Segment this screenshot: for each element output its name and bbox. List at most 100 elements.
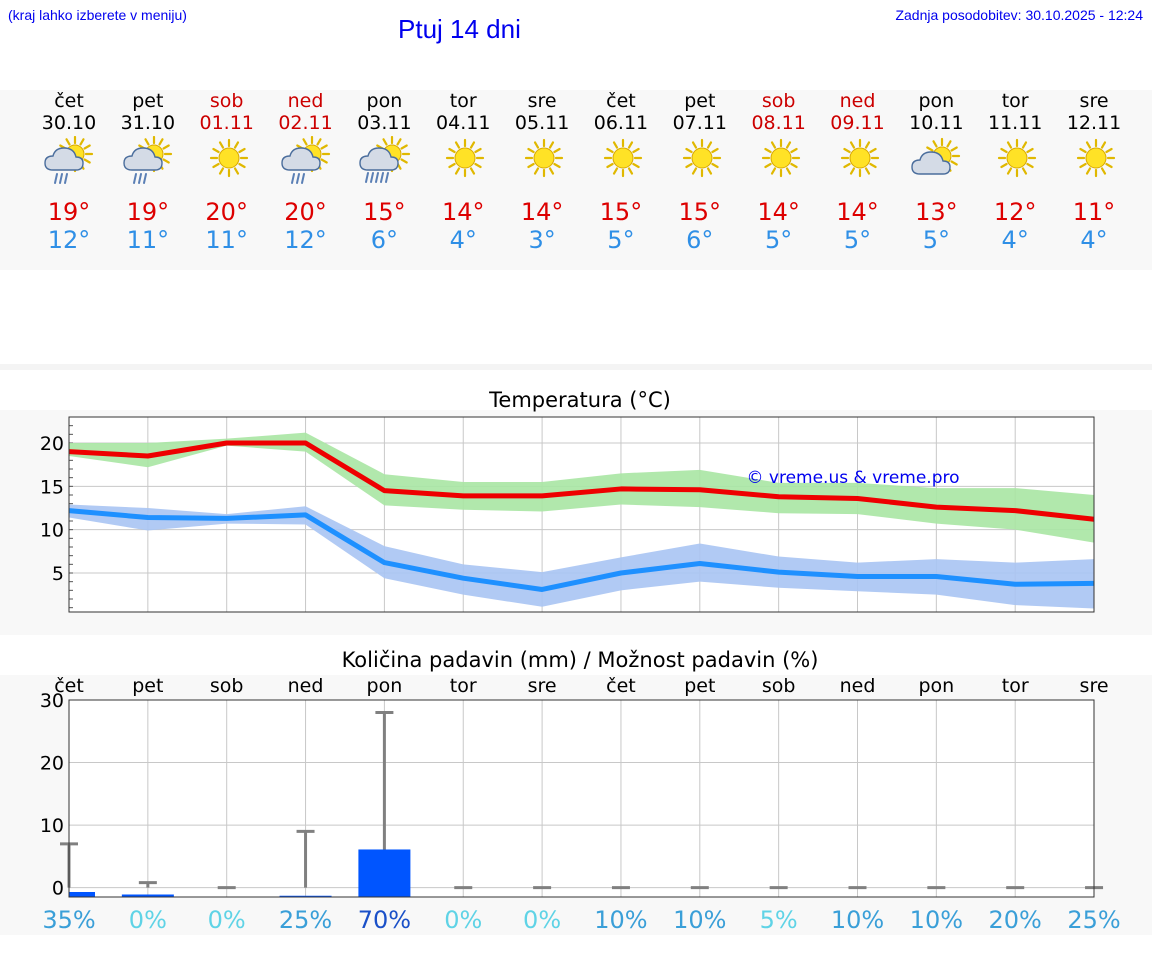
sun-icon: [761, 138, 800, 178]
day-date: 30.10: [41, 112, 97, 134]
precip-day-label: sre: [1080, 675, 1109, 697]
sun-icon: [524, 138, 564, 178]
min-temp: 6°: [370, 226, 399, 254]
y-tick-label: 10: [40, 520, 64, 542]
min-temp: 11°: [205, 226, 248, 254]
day-date: 12.11: [1066, 112, 1122, 134]
plot-frame: [68, 699, 1095, 898]
sun-icon: [603, 138, 643, 178]
min-temp: 5°: [607, 226, 635, 254]
day-date: 06.11: [593, 112, 649, 134]
day-name: sre: [527, 90, 557, 112]
max-temp: 13°: [915, 198, 958, 226]
min-temp-band: [69, 504, 1095, 609]
day-date: 01.11: [199, 112, 254, 134]
precip-day-label: pon: [918, 675, 954, 697]
day-name: tor: [449, 90, 477, 112]
min-temp: 3°: [528, 226, 556, 254]
sun-icon: [840, 138, 879, 178]
precip-probability: 10%: [831, 906, 884, 934]
precip-probability: 0%: [129, 906, 167, 934]
precip-probability: 25%: [279, 906, 332, 934]
location-menu-hint[interactable]: (kraj lahko izberete v meniju): [8, 7, 187, 23]
precip-probability: 0%: [208, 906, 246, 934]
precip-probability: 5%: [760, 906, 798, 934]
day-name: pon: [918, 90, 955, 112]
plot-area: [69, 700, 1094, 897]
precip-chart: čet pet sob ned pon tor sre čet pet sob ned pon tor s…: [40, 675, 1121, 934]
max-temp: 15°: [678, 198, 722, 226]
max-temp: 15°: [363, 198, 406, 226]
day-date: 11.11: [987, 112, 1043, 134]
forecast-band: [0, 90, 1152, 270]
day-name: tor: [1001, 90, 1029, 112]
sun-icon: [998, 138, 1037, 178]
sun-cloud-rain-icon: [280, 136, 330, 184]
sun-cloud-rain-icon: [123, 136, 172, 184]
day-date: 07.11: [672, 112, 727, 134]
day-name: sob: [761, 90, 796, 112]
day-date: 04.11: [436, 112, 491, 134]
precip-bar: [279, 895, 332, 897]
y-tick-label: 5: [52, 563, 64, 585]
max-temp: 20°: [284, 198, 327, 226]
precip-day-label: pet: [684, 675, 715, 697]
temperature-chart: 5 10 15 20 © vreme.us & vreme.pro: [40, 416, 1095, 613]
day-name: čet: [606, 90, 636, 112]
day-date: 02.11: [278, 112, 333, 134]
temperature-chart-title: Temperatura (°C): [489, 388, 671, 412]
day-name: ned: [287, 90, 324, 112]
day-date: 10.11: [909, 112, 964, 134]
max-temp: 11°: [1072, 198, 1116, 226]
y-tick-label: 10: [40, 815, 64, 837]
day-date: 09.11: [830, 112, 885, 134]
precip-probability: 25%: [1067, 906, 1120, 934]
precip-day-label: sob: [762, 675, 796, 697]
day-date: 08.11: [751, 112, 806, 134]
day-name: pet: [132, 90, 164, 112]
sun-cloud-heavy-rain-icon: [359, 136, 411, 183]
day-name: pon: [366, 90, 403, 112]
precip-probability: 70%: [358, 906, 411, 934]
precip-probability: 0%: [444, 906, 482, 934]
day-name: ned: [839, 90, 876, 112]
min-temp: 4°: [449, 226, 477, 254]
precip-bar: [121, 894, 174, 897]
precip-day-label: čet: [606, 675, 636, 697]
precip-day-label: čet: [54, 675, 84, 697]
day-name: čet: [54, 90, 84, 112]
precip-probability: 10%: [910, 906, 963, 934]
min-temp: 5°: [765, 226, 793, 254]
precip-probability: 35%: [42, 906, 95, 934]
precip-day-label: ned: [288, 675, 324, 697]
sun-cloud-rain-icon: [44, 136, 94, 184]
max-temp-band: [69, 432, 1095, 543]
day-date: 31.10: [120, 112, 176, 134]
precip-day-label: tor: [1002, 675, 1029, 697]
max-temp: 15°: [599, 198, 643, 226]
sun-icon: [682, 138, 721, 178]
precip-day-label: pon: [367, 675, 403, 697]
day-date: 03.11: [357, 112, 412, 134]
min-temp: 5°: [843, 226, 872, 254]
sun-icon: [209, 138, 248, 178]
sun-icon: [446, 138, 485, 178]
min-temp: 4°: [1001, 226, 1029, 254]
max-temp: 19°: [126, 198, 170, 226]
day-name: sre: [1079, 90, 1109, 112]
page-title: Ptuj 14 dni: [398, 14, 521, 44]
max-temp: 14°: [757, 198, 800, 226]
precip-probability: 10%: [594, 906, 647, 934]
last-updated: Zadnja posodobitev: 30.10.2025 - 12:24: [895, 7, 1143, 23]
precip-day-label: pet: [132, 675, 163, 697]
precip-probability: 10%: [673, 906, 726, 934]
max-temp: 14°: [836, 198, 879, 226]
forecast-strip: čet 30.10 19° 12° pet 31.10 19° 11° sob 01.11 20° 1…: [0, 90, 1152, 270]
min-temp: 11°: [126, 226, 170, 254]
watermark-text: © vreme.us & vreme.pro: [746, 468, 959, 488]
plot-frame: [68, 416, 1095, 613]
y-tick-label: 30: [40, 690, 64, 712]
max-temp: 19°: [47, 198, 91, 226]
max-temp: 14°: [441, 198, 485, 226]
y-tick-label: 15: [40, 476, 64, 498]
